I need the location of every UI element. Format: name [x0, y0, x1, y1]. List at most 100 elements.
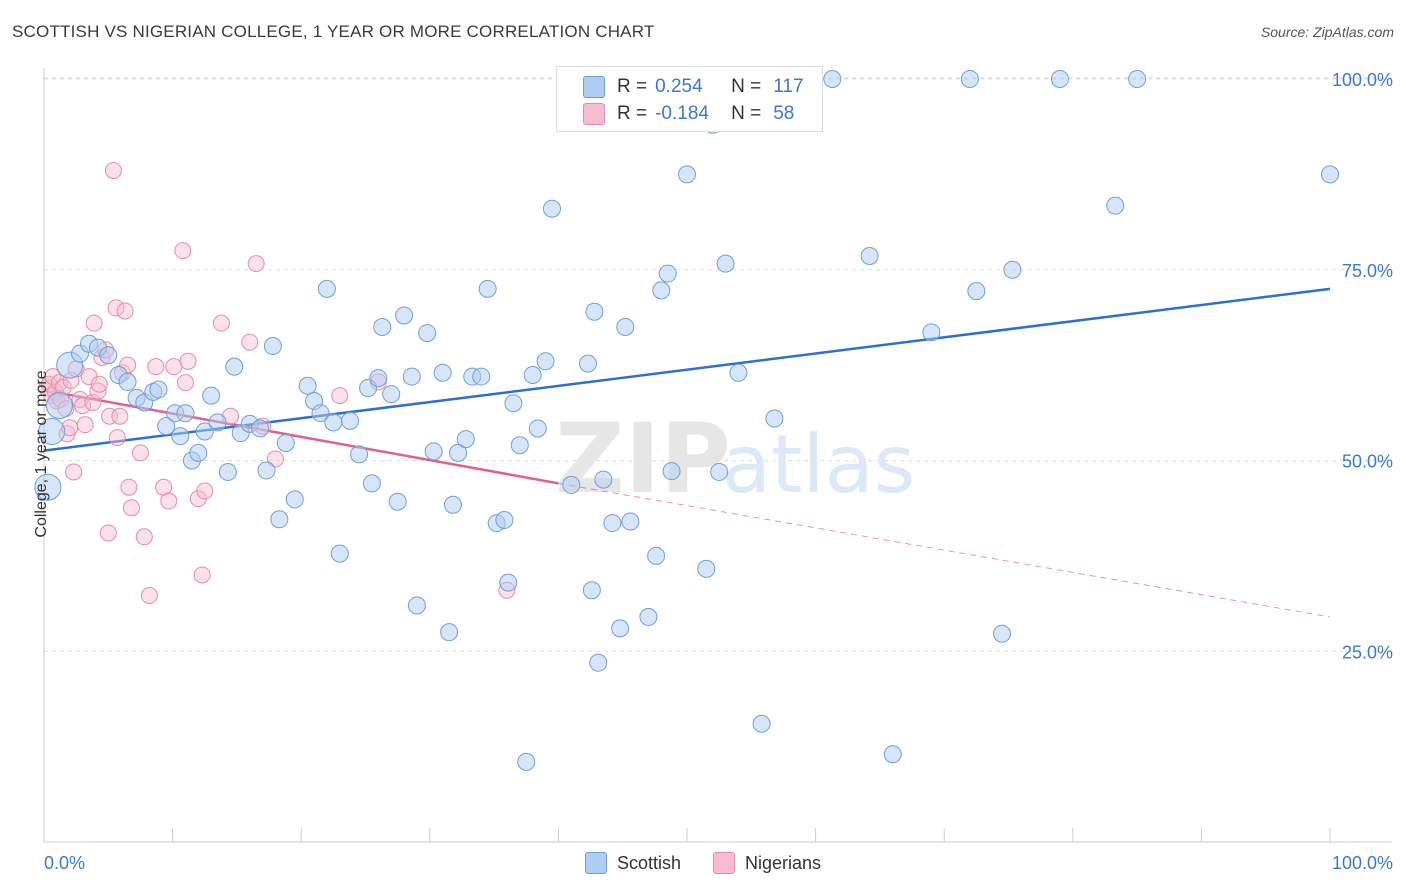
- nigerian-point: [74, 397, 92, 415]
- nigerian-point: [331, 387, 349, 405]
- axes: [43, 68, 1392, 843]
- scottish-point: [472, 367, 491, 386]
- legend-n-scottish: 117: [773, 76, 804, 97]
- tick-labels: 25.0% 50.0% 75.0% 100.0% 0.0% 100.0%: [44, 70, 1393, 873]
- nigerian-point: [111, 407, 129, 425]
- scottish-point: [582, 581, 601, 600]
- scottish-point: [257, 461, 276, 480]
- scottish-point: [395, 306, 414, 325]
- legend-r-scottish: 0.254: [655, 76, 703, 97]
- scottish-point: [317, 279, 336, 298]
- scottish-point: [118, 372, 137, 391]
- legend-n-nigerian: 58: [773, 103, 795, 124]
- scottish-point: [652, 281, 671, 300]
- nigerian-point: [99, 524, 117, 542]
- nigerian-point: [212, 314, 230, 332]
- scottish-point: [960, 70, 979, 88]
- scottish-point: [589, 653, 608, 672]
- nigerian-point: [65, 463, 83, 481]
- scottish-point: [860, 247, 879, 266]
- scottish-point: [562, 475, 581, 494]
- stats-legend: R = 0.254 N = 117 R = -0.184 N = 58: [556, 66, 823, 132]
- nigerian-point: [179, 352, 197, 370]
- legend-swatch-nigerian: [583, 103, 605, 125]
- scottish-point: [523, 366, 542, 385]
- scottish-point: [594, 470, 613, 489]
- scottish-point: [883, 745, 902, 764]
- scottish-point: [585, 302, 604, 321]
- scottish-points: [34, 70, 1339, 771]
- scottish-point: [443, 495, 462, 514]
- x-tick-label-min: 0.0%: [44, 853, 85, 873]
- nigerian-point: [174, 242, 192, 260]
- scottish-point: [99, 346, 118, 365]
- scottish-point: [716, 254, 735, 273]
- scottish-point: [478, 279, 497, 298]
- bottom-legend-nigerian[interactable]: Nigerians: [712, 852, 821, 874]
- scottish-point: [276, 433, 295, 452]
- nigerian-point: [193, 566, 211, 584]
- nigerian-point: [120, 478, 138, 496]
- scottish-point: [38, 418, 66, 446]
- scottish-point: [285, 490, 304, 509]
- scottish-point: [149, 380, 168, 399]
- nigerian-point: [116, 302, 134, 320]
- scottish-point: [922, 323, 941, 342]
- nigerian-point: [147, 358, 165, 376]
- nigerian-point: [135, 528, 153, 546]
- watermark: ZIP atlas: [555, 403, 915, 515]
- scottish-point: [157, 417, 176, 436]
- scottish-point: [1050, 70, 1069, 88]
- scottish-point: [225, 357, 244, 376]
- scottish-point: [362, 474, 381, 493]
- nigerian-point: [104, 162, 122, 180]
- scottish-point: [341, 411, 360, 430]
- bottom-legend-swatch-scottish: [584, 852, 607, 874]
- nigerian-point: [90, 375, 108, 393]
- scottish-point: [176, 404, 195, 423]
- y-tick-label: 50.0%: [1342, 452, 1393, 472]
- nigerian-point: [108, 429, 126, 447]
- scottish-point: [504, 394, 523, 413]
- scottish-point: [578, 354, 597, 373]
- scottish-point: [967, 282, 986, 301]
- scottish-point: [388, 492, 407, 511]
- scottish-point: [369, 369, 388, 388]
- bottom-legend-scottish[interactable]: Scottish: [584, 852, 681, 874]
- bottom-legend-label-scottish: Scottish: [616, 852, 681, 873]
- legend-n-label: N =: [731, 76, 762, 97]
- scottish-point: [1003, 260, 1022, 279]
- nigerian-point: [247, 255, 265, 273]
- scottish-point: [1106, 196, 1125, 215]
- chart-source: Source: ZipAtlas.com: [1260, 24, 1394, 40]
- watermark-zip: ZIP: [555, 403, 731, 515]
- scottish-point: [517, 752, 536, 771]
- scottish-point: [251, 419, 270, 438]
- scottish-point: [433, 363, 452, 382]
- scottish-point: [195, 422, 214, 441]
- y-tick-label: 100.0%: [1332, 70, 1393, 90]
- scottish-point: [662, 462, 681, 481]
- legend-n-label: N =: [731, 103, 762, 124]
- scottish-point: [710, 462, 729, 481]
- scottish-point: [263, 337, 282, 356]
- nigerian-point: [76, 416, 94, 434]
- scottish-point: [382, 385, 401, 404]
- nigerian-point: [160, 492, 178, 510]
- scottish-point: [189, 443, 208, 462]
- scottish-point: [218, 462, 237, 481]
- nigerian-point: [165, 358, 183, 376]
- legend-r-nigerian: -0.184: [655, 103, 709, 124]
- scottish-point: [765, 409, 784, 428]
- x-tick-label-max: 100.0%: [1332, 853, 1393, 873]
- scottish-point: [34, 473, 62, 501]
- nigerian-points: [38, 162, 516, 605]
- scottish-point: [171, 427, 190, 446]
- scottish-point: [1321, 165, 1339, 184]
- scottish-point: [993, 624, 1012, 643]
- scottish-point: [449, 443, 468, 462]
- legend-r-label: R =: [617, 76, 648, 97]
- scottish-point: [208, 413, 227, 432]
- scottish-point: [373, 317, 392, 336]
